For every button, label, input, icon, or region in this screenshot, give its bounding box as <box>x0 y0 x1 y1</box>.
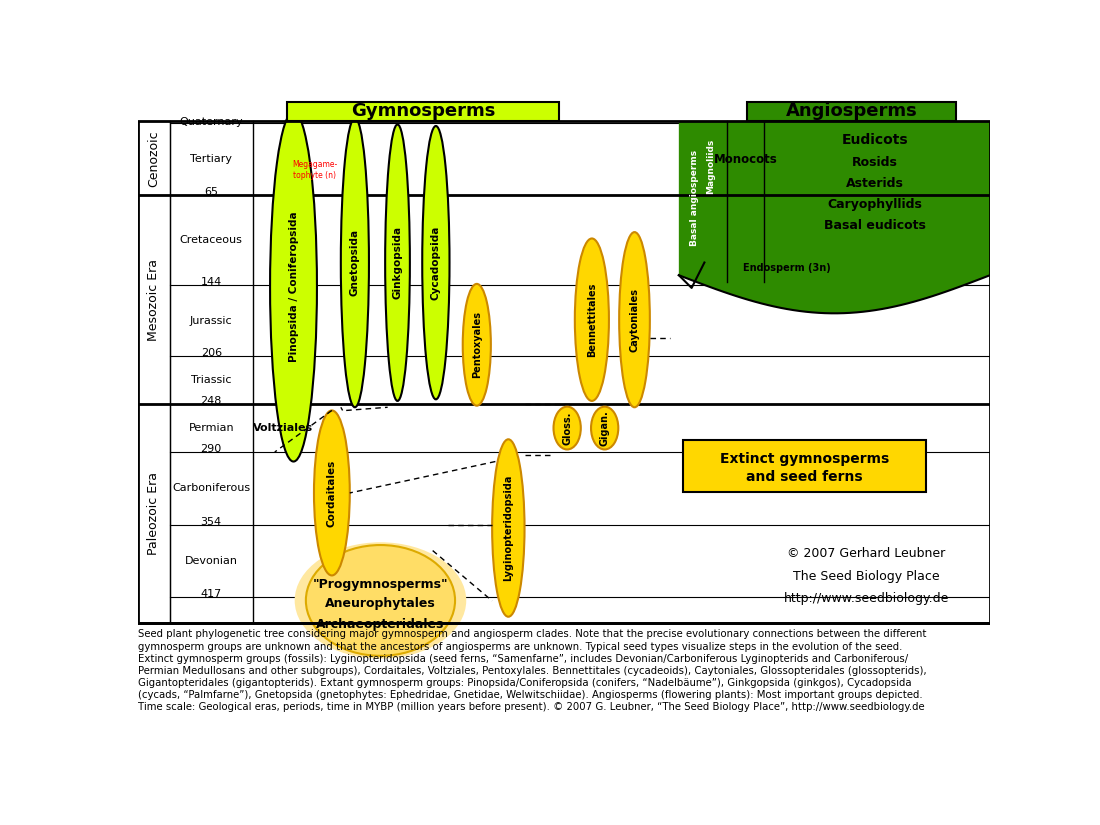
Bar <box>138 404 169 623</box>
Text: Permian Medullosans and other subgroups), Cordaitales, Voltziales, Pentoxylales.: Permian Medullosans and other subgroups)… <box>138 666 926 676</box>
Text: 65: 65 <box>205 186 218 196</box>
Text: http://www.seedbiology.de: http://www.seedbiology.de <box>783 592 949 605</box>
Text: Cordaitales: Cordaitales <box>327 460 337 526</box>
Bar <box>138 121 169 196</box>
Bar <box>138 121 990 623</box>
Text: Basal eudicots: Basal eudicots <box>824 219 926 232</box>
Text: Devonian: Devonian <box>185 556 238 566</box>
Bar <box>747 101 956 120</box>
Ellipse shape <box>591 407 618 450</box>
Bar <box>287 101 560 120</box>
Text: Tertiary: Tertiary <box>190 154 232 164</box>
Text: Voltziales: Voltziales <box>253 423 313 433</box>
Text: Extinct gymnosperms: Extinct gymnosperms <box>720 452 889 466</box>
Bar <box>138 121 990 623</box>
Text: Time scale: Geological eras, periods, time in MYBP (million years before present: Time scale: Geological eras, periods, ti… <box>138 702 924 712</box>
Ellipse shape <box>385 125 410 401</box>
Bar <box>683 440 926 492</box>
Text: Quaternary: Quaternary <box>179 117 243 127</box>
Text: Angiosperms: Angiosperms <box>785 102 917 120</box>
Text: Jurassic: Jurassic <box>190 316 232 326</box>
Text: Mesozoic Era: Mesozoic Era <box>147 259 161 341</box>
Text: Archaeopteridales: Archaeopteridales <box>317 618 444 631</box>
Text: Cretaceous: Cretaceous <box>179 235 243 245</box>
Text: Endosperm (3n): Endosperm (3n) <box>744 262 830 272</box>
Ellipse shape <box>619 232 650 408</box>
Text: Gymnosperms: Gymnosperms <box>351 102 495 120</box>
Text: Asterids: Asterids <box>846 177 904 190</box>
Text: Caytoniales: Caytoniales <box>629 288 639 351</box>
Ellipse shape <box>575 238 609 401</box>
Text: Seed plant phylogenetic tree considering major gymnosperm and angiosperm clades.: Seed plant phylogenetic tree considering… <box>138 629 926 639</box>
Text: Cenozoic: Cenozoic <box>147 130 161 186</box>
Text: 354: 354 <box>200 516 222 527</box>
Text: Pentoxyales: Pentoxyales <box>472 311 482 379</box>
Ellipse shape <box>306 545 455 656</box>
Bar <box>679 121 990 276</box>
Ellipse shape <box>553 407 581 450</box>
Text: Caryophyllids: Caryophyllids <box>827 198 922 211</box>
Text: Carboniferous: Carboniferous <box>173 483 251 493</box>
Text: Ginkgopsida: Ginkgopsida <box>393 226 403 299</box>
Polygon shape <box>679 121 990 314</box>
Text: The Seed Biology Place: The Seed Biology Place <box>793 570 939 582</box>
Text: Lyginopteridopsida: Lyginopteridopsida <box>504 475 514 581</box>
Text: gymnosperm groups are unknown and that the ancestors of angiosperms are unknown.: gymnosperm groups are unknown and that t… <box>138 642 902 652</box>
Text: 206: 206 <box>200 348 222 358</box>
Text: Gigantopteridales (gigantopterids). Extant gymnosperm groups: Pinopsida/Conifero: Gigantopteridales (gigantopterids). Exta… <box>138 677 911 688</box>
Text: and seed ferns: and seed ferns <box>746 470 862 484</box>
Text: Magnoliids: Magnoliids <box>706 139 715 194</box>
Text: Bennettitales: Bennettitales <box>587 282 597 357</box>
Text: Eudicots: Eudicots <box>842 134 909 148</box>
Text: Gigan.: Gigan. <box>600 410 609 446</box>
Text: Permian: Permian <box>188 423 234 433</box>
Text: Triassic: Triassic <box>191 375 231 385</box>
Text: Gloss.: Gloss. <box>562 412 572 445</box>
Ellipse shape <box>271 111 317 461</box>
Text: (cycads, “Palmfarne”), Gnetopsida (gnetophytes: Ephedridae, Gnetidae, Welwitschi: (cycads, “Palmfarne”), Gnetopsida (gneto… <box>138 690 922 700</box>
Text: Monocots: Monocots <box>714 153 778 166</box>
Ellipse shape <box>295 542 466 658</box>
Text: Paleozoic Era: Paleozoic Era <box>147 472 161 555</box>
Text: Pinopsida / Coniferopsida: Pinopsida / Coniferopsida <box>288 211 298 362</box>
Text: © 2007 Gerhard Leubner: © 2007 Gerhard Leubner <box>788 548 946 560</box>
Text: Basal angiosperms: Basal angiosperms <box>690 150 698 247</box>
Ellipse shape <box>314 411 350 576</box>
Text: "Progymnosperms": "Progymnosperms" <box>312 578 449 591</box>
Text: Aneurophytales: Aneurophytales <box>326 597 436 610</box>
Text: 417: 417 <box>200 589 222 599</box>
Ellipse shape <box>492 439 525 617</box>
Bar <box>138 196 169 404</box>
Ellipse shape <box>463 284 491 406</box>
Text: 248: 248 <box>200 396 222 406</box>
Text: 290: 290 <box>200 444 222 454</box>
Text: Cycadopsida: Cycadopsida <box>431 225 441 299</box>
Text: Extinct gymnosperm groups (fossils): Lyginopteridopsida (seed ferns, “Samenfarne: Extinct gymnosperm groups (fossils): Lyg… <box>138 653 908 663</box>
Ellipse shape <box>341 118 368 408</box>
Text: 144: 144 <box>200 277 222 287</box>
Text: Rosids: Rosids <box>852 156 898 169</box>
Text: Megagame-
tophyte (n): Megagame- tophyte (n) <box>293 160 338 180</box>
Ellipse shape <box>422 126 450 399</box>
Text: Gnetopsida: Gnetopsida <box>350 229 360 296</box>
